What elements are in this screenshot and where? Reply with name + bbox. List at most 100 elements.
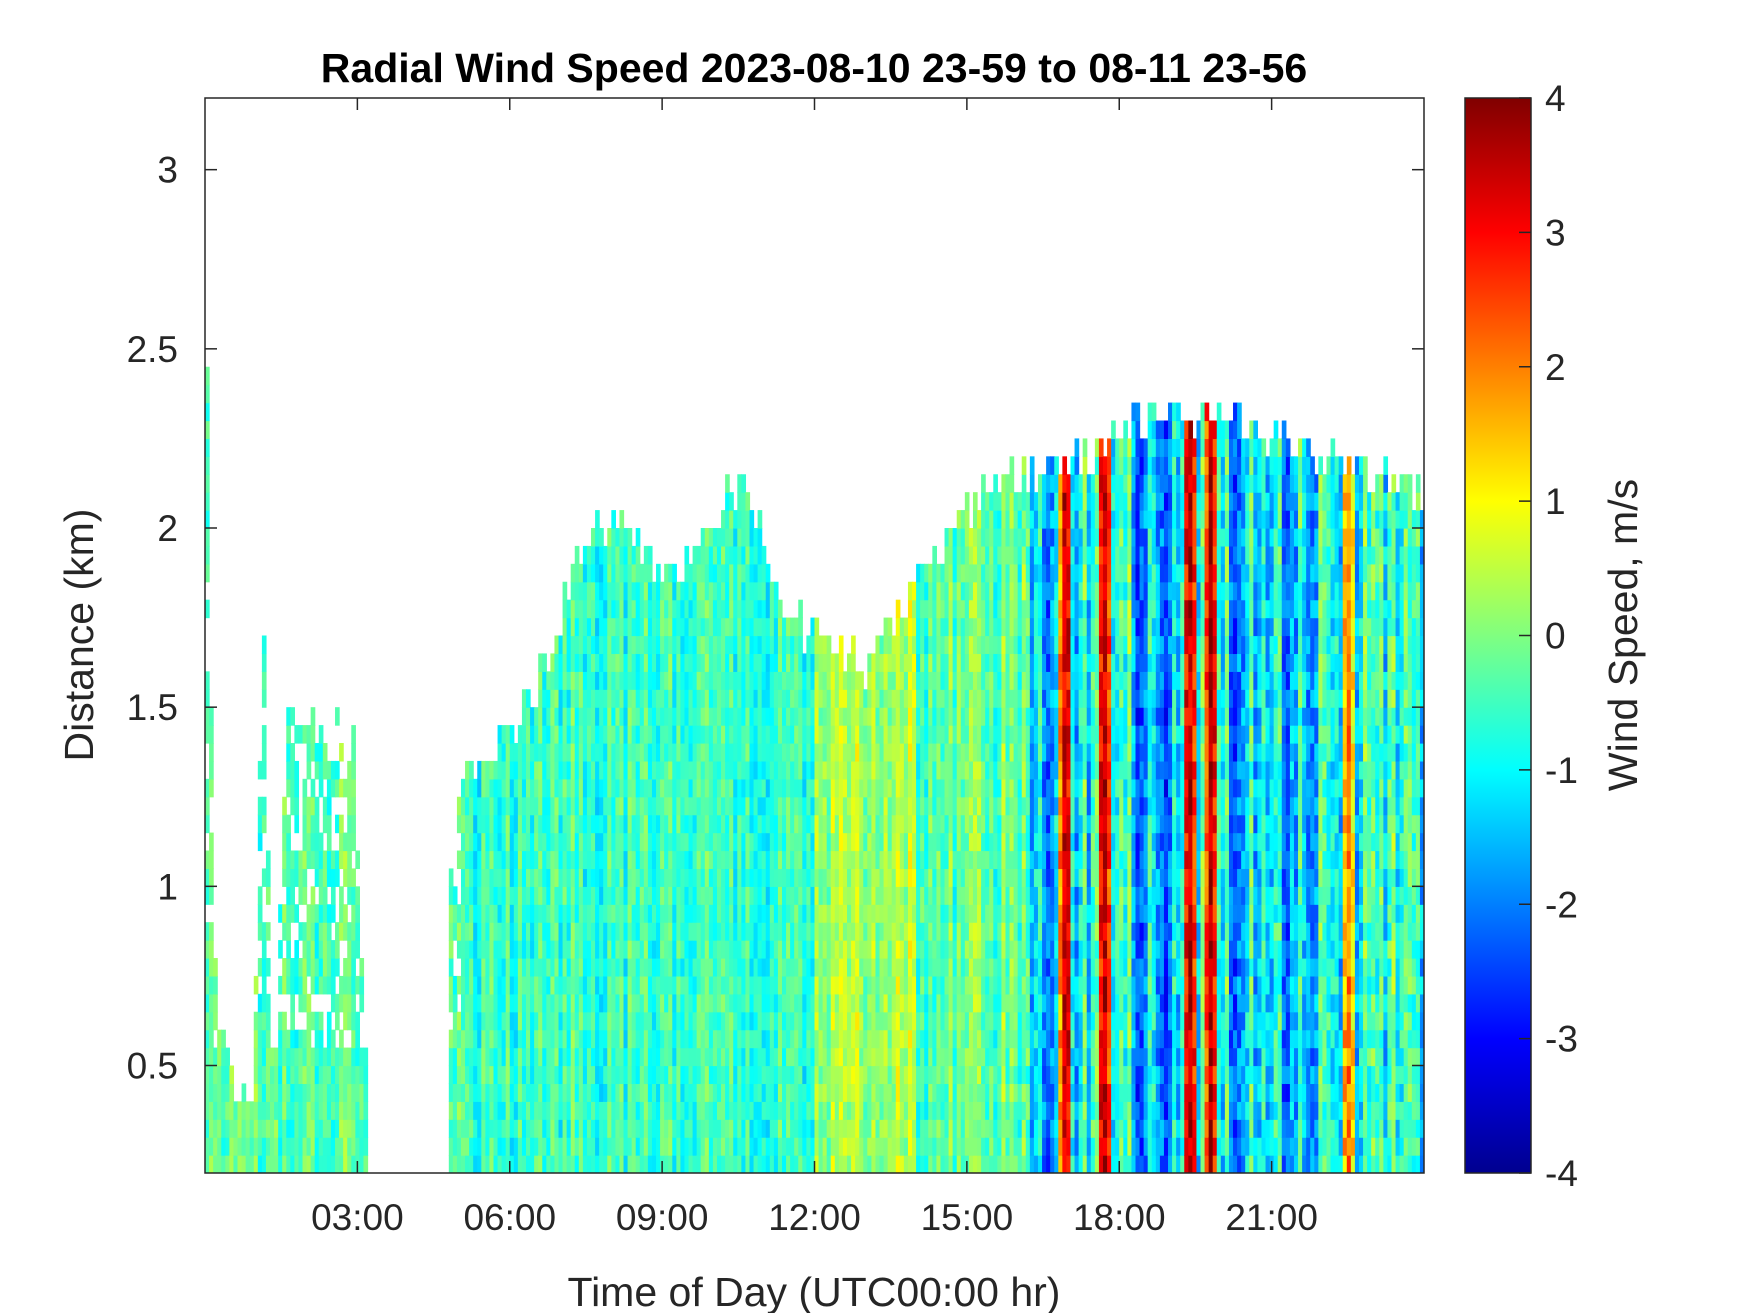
heatmap-cell — [318, 940, 324, 959]
heatmap-cell — [261, 868, 267, 887]
heatmap-cell — [469, 796, 474, 816]
heatmap-cell — [586, 1029, 592, 1049]
heatmap-cell — [716, 922, 722, 941]
heatmap-cell — [704, 814, 710, 834]
heatmap-cell — [786, 653, 791, 672]
heatmap-cell — [871, 1011, 877, 1031]
heatmap-cell — [692, 993, 698, 1013]
heatmap-cell — [822, 796, 828, 816]
heatmap-cell — [834, 778, 840, 798]
heatmap-cell — [302, 993, 308, 1013]
heatmap-cell — [871, 707, 877, 726]
heatmap-cell — [956, 886, 962, 905]
heatmap-cell — [761, 1137, 767, 1156]
heatmap-cell — [842, 1119, 848, 1138]
heatmap-cell — [895, 814, 901, 834]
heatmap-cell — [834, 796, 840, 816]
heatmap-cell — [302, 778, 308, 798]
heatmap-cell — [875, 1083, 881, 1102]
heatmap-cell — [859, 1083, 864, 1102]
heatmap-cell — [838, 760, 844, 780]
heatmap-cell — [623, 850, 629, 870]
heatmap-cell — [651, 940, 657, 959]
heatmap-cell — [712, 528, 718, 547]
heatmap-cell — [997, 599, 1003, 619]
heatmap-cell — [599, 1137, 604, 1156]
heatmap-cell — [972, 1119, 978, 1138]
heatmap-cell — [786, 904, 791, 923]
heatmap-cell — [940, 563, 946, 583]
heatmap-cell — [623, 975, 629, 995]
heatmap-cell — [773, 1119, 779, 1138]
heatmap-cell — [729, 671, 734, 690]
heatmap-cell — [972, 689, 978, 708]
heatmap-cell — [582, 993, 588, 1013]
heatmap-cell — [952, 778, 958, 798]
heatmap-cell — [940, 814, 946, 834]
heatmap-cell — [607, 563, 612, 583]
heatmap-cell — [477, 1029, 482, 1049]
heatmap-cell — [347, 922, 352, 941]
heatmap-cell — [672, 599, 677, 619]
heatmap-cell — [651, 1155, 657, 1173]
heatmap-cell — [595, 993, 600, 1013]
heatmap-cell — [363, 1047, 369, 1067]
heatmap-cell — [465, 868, 470, 887]
heatmap-cell — [473, 1155, 478, 1173]
heatmap-cell — [595, 940, 600, 959]
heatmap-cell — [326, 1029, 332, 1049]
heatmap-cell — [907, 1083, 913, 1102]
heatmap-cell — [830, 743, 836, 762]
heatmap-cell — [322, 760, 328, 780]
heatmap-cell — [290, 1047, 295, 1067]
heatmap-cell — [591, 689, 596, 708]
heatmap-cell — [656, 689, 661, 708]
heatmap-cell — [688, 1155, 694, 1173]
heatmap-cell — [570, 635, 576, 655]
heatmap-cell — [733, 850, 738, 870]
heatmap-cell — [582, 1119, 588, 1138]
heatmap-cell — [611, 528, 616, 547]
heatmap-cell — [1001, 617, 1007, 637]
heatmap-cell — [213, 1011, 218, 1031]
heatmap-cell — [456, 1137, 462, 1156]
heatmap-cell — [928, 1119, 933, 1138]
heatmap-cell — [538, 760, 543, 780]
heatmap-cell — [981, 958, 986, 977]
heatmap-cell — [773, 707, 779, 726]
heatmap-cell — [261, 743, 267, 762]
heatmap-cell — [205, 958, 210, 977]
heatmap-cell — [907, 1047, 913, 1067]
heatmap-cell — [493, 760, 499, 780]
heatmap-cell — [875, 1119, 881, 1138]
heatmap-cell — [968, 1083, 974, 1102]
heatmap-cell — [838, 653, 844, 672]
heatmap-cell — [822, 1047, 828, 1067]
heatmap-cell — [928, 1065, 933, 1085]
heatmap-cell — [355, 922, 360, 941]
heatmap-cell — [968, 868, 974, 887]
heatmap-cell — [481, 958, 486, 977]
heatmap-cell — [607, 635, 612, 655]
heatmap-cell — [944, 778, 950, 798]
heatmap-cell — [558, 1083, 564, 1102]
heatmap-cell — [282, 1119, 287, 1138]
heatmap-cell — [981, 474, 986, 493]
heatmap-cell — [558, 743, 564, 762]
heatmap-cell — [225, 1065, 230, 1085]
heatmap-cell — [635, 599, 641, 619]
heatmap-cell — [668, 725, 673, 744]
heatmap-cell — [660, 1083, 665, 1102]
heatmap-cell — [936, 599, 942, 619]
heatmap-cell — [513, 958, 519, 977]
heatmap-cell — [664, 922, 669, 941]
heatmap-cell — [668, 868, 673, 887]
heatmap-cell — [773, 653, 779, 672]
heatmap-cell — [920, 617, 925, 637]
heatmap-cell — [944, 563, 950, 583]
heatmap-cell — [696, 778, 702, 798]
heatmap-cell — [700, 1119, 706, 1138]
heatmap-cell — [574, 760, 580, 780]
heatmap-cell — [810, 886, 816, 905]
heatmap-cell — [753, 743, 759, 762]
